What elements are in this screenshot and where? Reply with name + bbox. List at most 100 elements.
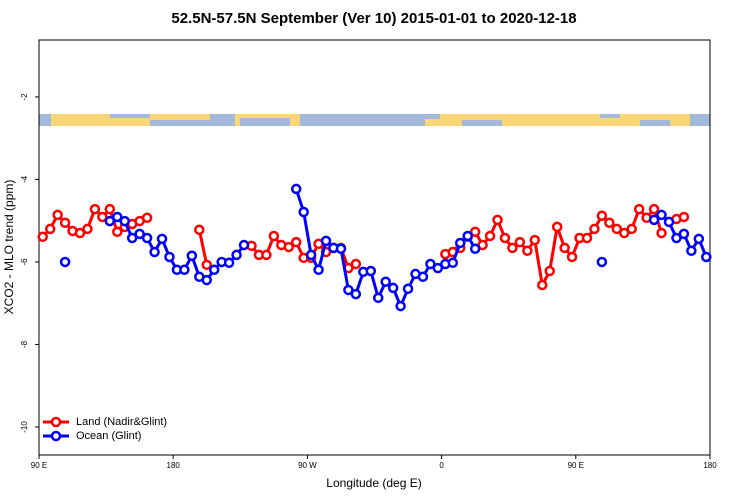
plot-frame bbox=[38, 39, 711, 456]
x-tick-label: 90 E bbox=[568, 461, 584, 470]
legend-marker bbox=[50, 430, 62, 442]
data-point bbox=[59, 217, 71, 228]
data-point bbox=[290, 183, 302, 195]
data-point bbox=[223, 257, 235, 269]
data-point bbox=[350, 288, 362, 300]
data-point bbox=[551, 221, 563, 233]
data-point bbox=[529, 234, 541, 246]
data-point bbox=[343, 284, 354, 296]
data-point bbox=[313, 264, 324, 276]
data-point bbox=[447, 257, 459, 269]
data-point bbox=[395, 300, 406, 312]
data-point bbox=[112, 211, 123, 223]
data-point bbox=[156, 233, 168, 245]
data-point bbox=[507, 242, 518, 254]
data-point bbox=[372, 292, 384, 304]
y-tick-label: -2 bbox=[20, 93, 29, 101]
y-tick-label: -8 bbox=[20, 340, 29, 348]
data-point bbox=[208, 264, 220, 276]
data-point bbox=[268, 230, 280, 242]
data-point bbox=[656, 209, 667, 221]
data-point bbox=[537, 279, 548, 291]
map-strip bbox=[39, 114, 710, 126]
data-point bbox=[596, 256, 608, 268]
data-point bbox=[693, 233, 705, 245]
data-point bbox=[402, 283, 414, 295]
data-point bbox=[425, 258, 436, 270]
y-axis-label: XCO2 - MLO trend (ppm) bbox=[2, 180, 16, 315]
data-point bbox=[179, 264, 190, 276]
y-tick-label: -6 bbox=[20, 258, 29, 266]
x-tick-label: 90 W bbox=[298, 461, 317, 470]
data-point bbox=[522, 245, 533, 257]
data-point bbox=[417, 271, 429, 283]
data-point bbox=[559, 242, 570, 254]
data-point bbox=[305, 249, 317, 261]
x-tick-label: 90 E bbox=[31, 461, 47, 470]
data-point bbox=[89, 203, 101, 215]
data-point bbox=[59, 256, 71, 268]
data-point bbox=[619, 227, 630, 239]
data-point bbox=[633, 203, 645, 215]
data-point bbox=[164, 251, 175, 263]
x-tick-label: 180 bbox=[703, 461, 717, 470]
data-point bbox=[686, 245, 697, 257]
data-point bbox=[604, 217, 615, 228]
data-point bbox=[194, 224, 205, 236]
data-point bbox=[283, 241, 295, 253]
data-point bbox=[44, 223, 56, 235]
data-point bbox=[663, 216, 675, 228]
data-point bbox=[231, 249, 242, 261]
data-point bbox=[261, 249, 272, 261]
data-point bbox=[484, 230, 496, 242]
data-point bbox=[186, 250, 198, 262]
data-point bbox=[656, 227, 667, 239]
data-point bbox=[648, 214, 660, 226]
data-point bbox=[626, 223, 637, 235]
legend-label: Land (Nadir&Glint) bbox=[76, 416, 167, 428]
data-point bbox=[201, 274, 212, 286]
data-point bbox=[671, 232, 682, 244]
data-point bbox=[74, 227, 86, 239]
data-point bbox=[37, 231, 48, 243]
data-point bbox=[126, 232, 138, 244]
chart-title: 52.5N-57.5N September (Ver 10) 2015-01-0… bbox=[171, 10, 576, 27]
data-point bbox=[589, 223, 600, 235]
data-point bbox=[119, 215, 130, 227]
data-point bbox=[149, 246, 160, 258]
data-point bbox=[566, 251, 578, 263]
x-axis-label: Longitude (deg E) bbox=[326, 476, 421, 490]
x-tick-label: 180 bbox=[167, 461, 181, 470]
data-point bbox=[596, 210, 608, 221]
data-point bbox=[335, 243, 347, 254]
data-point bbox=[141, 212, 153, 224]
legend-marker bbox=[50, 416, 62, 428]
y-tick-label: -4 bbox=[20, 175, 29, 183]
data-point bbox=[97, 211, 108, 223]
data-point bbox=[648, 203, 660, 215]
legend-label: Ocean (Glint) bbox=[76, 430, 141, 442]
data-point bbox=[141, 232, 153, 244]
data-point bbox=[380, 276, 391, 287]
data-point bbox=[701, 251, 712, 263]
data-point bbox=[387, 282, 399, 294]
data-point bbox=[611, 223, 623, 235]
data-point bbox=[350, 258, 362, 270]
data-point bbox=[581, 232, 593, 244]
data-point bbox=[298, 206, 309, 218]
data-point bbox=[469, 243, 481, 254]
data-point bbox=[290, 236, 302, 248]
data-point bbox=[365, 265, 377, 277]
data-point bbox=[492, 214, 503, 226]
data-point bbox=[462, 230, 473, 242]
data-point bbox=[134, 228, 145, 240]
data-point bbox=[238, 239, 250, 251]
data-point bbox=[469, 226, 481, 238]
data-point bbox=[499, 232, 511, 244]
data-point bbox=[320, 235, 332, 247]
data-point bbox=[544, 265, 555, 277]
y-tick-label: -10 bbox=[20, 421, 29, 433]
data-point bbox=[104, 203, 116, 215]
data-point bbox=[82, 223, 93, 235]
